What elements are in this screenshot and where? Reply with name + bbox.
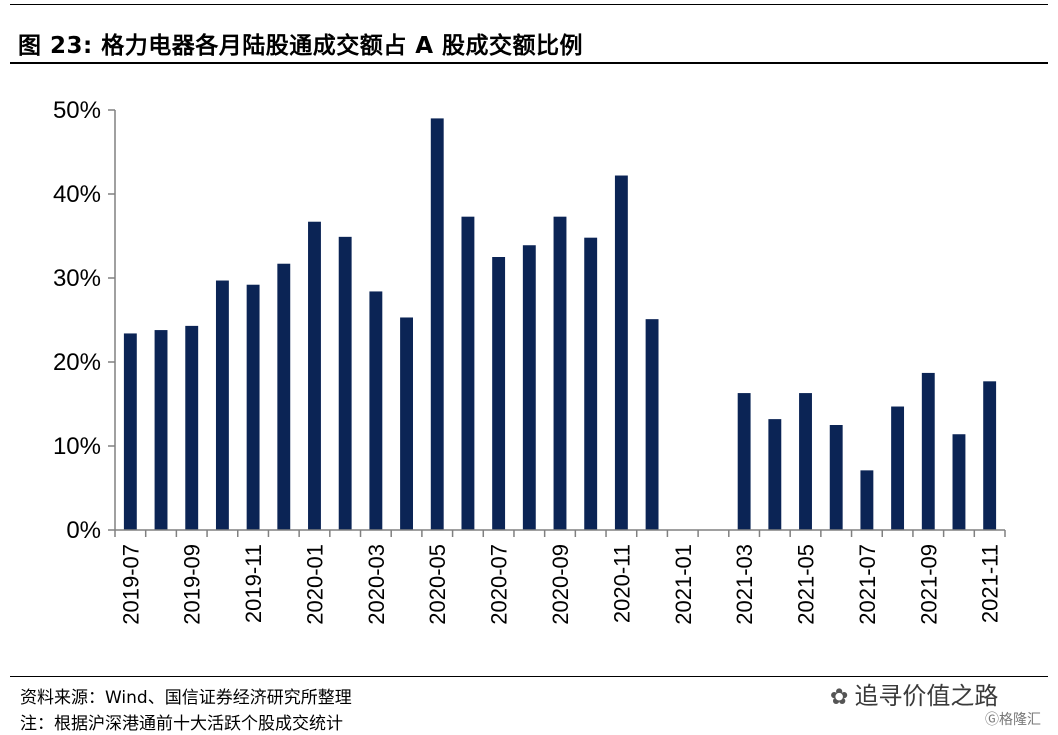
bar-2020-04 — [400, 317, 413, 530]
x-tick-label: 2020-03 — [364, 544, 389, 625]
x-tick-label: 2019-07 — [118, 544, 143, 625]
bar-2020-10 — [584, 237, 598, 530]
footnote: 注：根据沪深港通前十大活跃个股成交统计 — [20, 714, 343, 734]
bar-2020-01 — [308, 221, 321, 530]
y-tick-label: 50% — [53, 97, 101, 124]
bar-2020-02 — [338, 236, 352, 530]
source-note: 资料来源：Wind、国信证券经济研究所整理 — [20, 688, 352, 708]
x-axis: 2019-07 2019-09 2019-11 2020-01 2020-03 2020-… — [114, 529, 1006, 625]
x-tick-label: 2020-05 — [425, 544, 450, 625]
x-tick-label: 2019-11 — [241, 544, 266, 623]
bar-2021-06 — [829, 425, 843, 530]
bar-2020-07 — [492, 257, 506, 530]
bar-2021-10 — [952, 434, 966, 530]
x-tick-label: 2021-05 — [794, 544, 819, 625]
bar-2020-09 — [553, 216, 567, 530]
x-tick-label: 2019-09 — [180, 544, 205, 625]
footer-divider — [10, 676, 1048, 677]
watermark: ✿ 追寻价值之路 — [830, 676, 998, 711]
title-divider — [10, 62, 1048, 64]
gelonghui-logo-icon: Ⓖ — [985, 712, 999, 728]
watermark-text: 追寻价值之路 — [854, 682, 999, 710]
y-axis: 0% 10% 20% 30% 40% 50% — [53, 97, 116, 544]
top-border — [10, 4, 1048, 5]
bar-2021-05 — [799, 393, 812, 530]
x-tick-label: 2021-09 — [916, 544, 941, 625]
bar-2019-08 — [154, 330, 168, 530]
bars-group — [123, 118, 997, 531]
bar-2021-09 — [921, 372, 935, 530]
bar-2020-12 — [645, 319, 659, 530]
y-tick-label: 20% — [53, 349, 101, 376]
x-tick-label: 2020-11 — [609, 544, 634, 623]
bar-2019-07 — [123, 333, 137, 530]
wechat-icon: ✿ — [830, 685, 849, 710]
bar-2021-03 — [737, 393, 751, 530]
bar-2019-11 — [246, 284, 260, 530]
y-tick-label: 0% — [66, 517, 101, 544]
x-tick-label: 2020-07 — [487, 544, 512, 625]
x-tick-label: 2021-03 — [732, 544, 757, 625]
bar-2021-07 — [860, 470, 874, 530]
y-tick-label: 30% — [53, 265, 101, 292]
y-tick-label: 10% — [53, 433, 101, 460]
x-tick-label: 2020-09 — [548, 544, 573, 625]
x-tick-label: 2021-01 — [671, 544, 696, 625]
x-tick-label: 2020-01 — [302, 544, 327, 625]
bar-2021-08 — [891, 406, 905, 530]
bar-2020-11 — [614, 175, 628, 530]
bar-2020-06 — [461, 216, 475, 530]
bar-chart: 0%10%20%30%40%50% 2019-07 2019-09 2019-11 2… — [53, 97, 1006, 625]
bar-2020-08 — [522, 245, 536, 531]
bar-2020-05 — [430, 118, 444, 531]
bar-2020-03 — [369, 291, 383, 530]
bar-2021-04 — [768, 419, 782, 530]
bar-2019-09 — [185, 325, 199, 530]
figure-title: 图 23: 格力电器各月陆股通成交额占 A 股成交额比例 — [18, 33, 584, 59]
bar-2021-11 — [983, 381, 997, 530]
bar-2019-12 — [277, 263, 291, 530]
brand-text: 格隆汇 — [999, 712, 1041, 728]
brand-watermark: Ⓖ格隆汇 — [985, 709, 1041, 729]
y-tick-label: 40% — [53, 181, 101, 208]
x-tick-label: 2021-11 — [978, 544, 1003, 623]
bar-2019-10 — [215, 280, 229, 530]
x-tick-label: 2021-07 — [855, 544, 880, 625]
